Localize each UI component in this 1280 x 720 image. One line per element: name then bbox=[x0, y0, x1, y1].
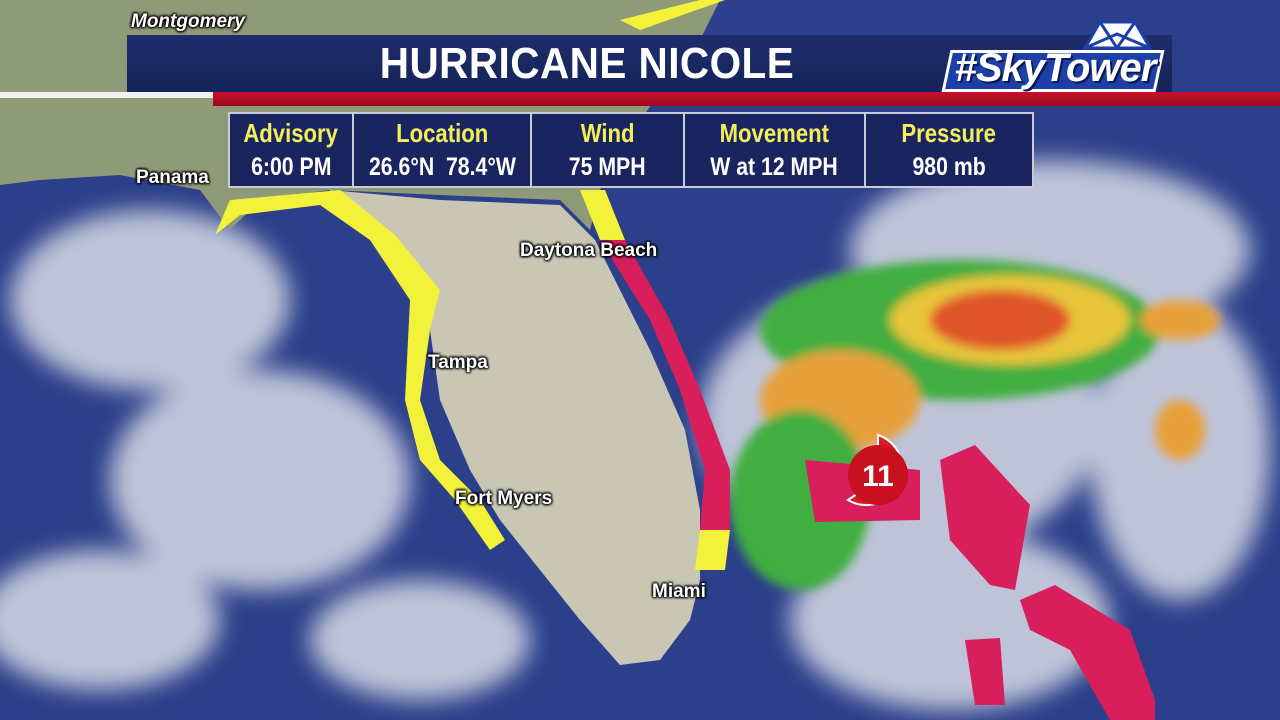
florida-peninsula bbox=[330, 190, 700, 665]
wind-label: Wind bbox=[580, 118, 635, 148]
city-label-panama: Panama bbox=[136, 167, 209, 188]
wind-cell: Wind 75 MPH bbox=[532, 114, 685, 186]
tropical-storm-warning-north bbox=[580, 190, 625, 240]
city-label-miami: Miami bbox=[652, 581, 706, 602]
tropical-storm-warning-south bbox=[695, 530, 730, 570]
movement-value: W at 12 MPH bbox=[710, 153, 839, 181]
hurricane-warning-bahamas-4 bbox=[965, 638, 1005, 705]
tropical-storm-warning-west bbox=[215, 190, 505, 550]
city-label-montgomery: Montgomery bbox=[131, 11, 245, 32]
advisory-cell: Advisory 6:00 PM bbox=[230, 114, 354, 186]
movement-cell: Movement W at 12 MPH bbox=[685, 114, 866, 186]
tropical-storm-warning-ga bbox=[620, 0, 725, 30]
city-label-fort-myers: Fort Myers bbox=[455, 488, 553, 509]
hurricane-warning-bahamas-3 bbox=[1020, 585, 1155, 720]
hurricane-warning-east bbox=[600, 240, 730, 530]
advisory-table: Advisory 6:00 PM Location 26.6°N 78.4°W … bbox=[228, 112, 1034, 188]
page-title: HURRICANE NICOLE bbox=[379, 39, 795, 88]
advisory-label: Advisory bbox=[243, 118, 339, 148]
advisory-value: 6:00 PM bbox=[250, 153, 332, 181]
pressure-label: Pressure bbox=[901, 118, 997, 148]
location-label: Location bbox=[395, 118, 489, 148]
radar-echoes bbox=[730, 260, 1220, 590]
city-label-daytona-beach: Daytona Beach bbox=[520, 240, 658, 261]
location-value: 26.6°N 78.4°W bbox=[368, 153, 516, 181]
pressure-cell: Pressure 980 mb bbox=[866, 114, 1032, 186]
banner-red-bar bbox=[213, 92, 1280, 106]
hurricane-icon: 11 bbox=[846, 433, 908, 507]
location-cell: Location 26.6°N 78.4°W bbox=[354, 114, 532, 186]
logo-text: #SkyTower bbox=[954, 46, 1157, 90]
hurricane-warning-bahamas-2 bbox=[940, 445, 1030, 590]
city-label-tampa: Tampa bbox=[428, 352, 488, 373]
movement-label: Movement bbox=[719, 118, 830, 148]
wind-value: 75 MPH bbox=[569, 153, 646, 181]
storm-category-label: 11 bbox=[862, 460, 894, 493]
skytower-logo-icon bbox=[1082, 20, 1153, 51]
banner-accent-line bbox=[0, 92, 213, 98]
pressure-value: 980 mb bbox=[912, 153, 986, 181]
